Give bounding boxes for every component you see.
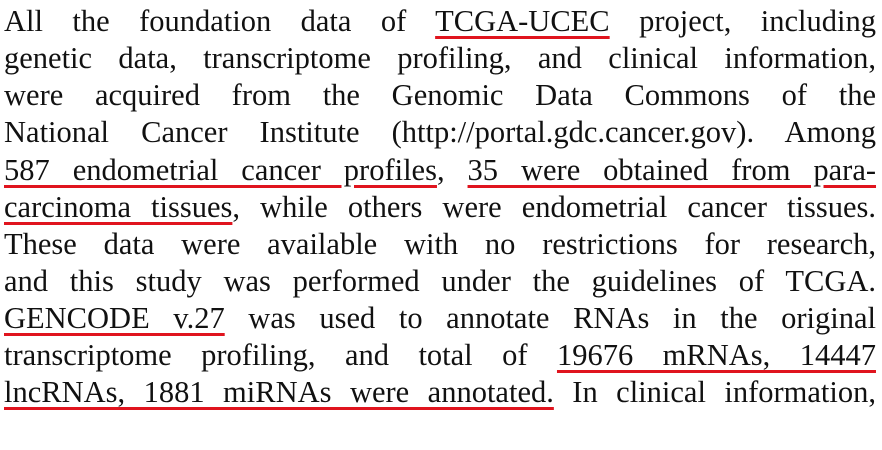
highlighted-phrase: TCGA-UCEC [435,4,610,38]
text-segment: project, including [609,4,877,38]
highlighted-phrase: carcinoma tissues [4,190,233,224]
text-line-8: and this study was performed under the g… [4,262,876,300]
highlighted-phrase: 19676 mRNAs, 14447 [556,338,876,372]
text-line-10: transcriptome profiling, and total of 19… [4,336,876,374]
text-segment: , [436,153,468,187]
text-line-9: GENCODE v.27 was used to annotate RNAs i… [4,299,876,337]
text-segment: These data were available with no restri… [4,227,876,261]
text-segment: All the foundation data of [4,4,436,38]
text-line-2: genetic data, transcriptome profiling, a… [4,39,876,77]
text-line-4: National Cancer Institute (http://portal… [4,113,876,151]
highlighted-phrase: GENCODE v.27 [4,301,225,335]
text-segment: were acquired from the Genomic Data Comm… [4,78,876,112]
text-segment: transcriptome profiling, and total of [4,338,557,372]
text-line-11: lncRNAs, 1881 miRNAs were annotated. In … [4,373,876,411]
highlighted-phrase: lncRNAs, 1881 miRNAs were annotated. [4,375,554,409]
highlighted-phrase: 587 endometrial cancer profiles [4,153,437,187]
highlighted-phrase: 35 were obtained from para- [467,153,877,187]
text-segment: was used to annotate RNAs in the origina… [224,301,876,335]
text-line-1: All the foundation data of TCGA-UCEC pro… [4,2,876,40]
text-line-5: 587 endometrial cancer profiles, 35 were… [4,151,876,189]
text-segment: genetic data, transcriptome profiling, a… [4,41,876,75]
text-segment: National Cancer Institute (http://portal… [4,115,876,149]
text-line-3: were acquired from the Genomic Data Comm… [4,76,876,114]
text-line-6: carcinoma tissues, while others were end… [4,188,876,226]
text-segment: , while others were endometrial cancer t… [232,190,876,224]
text-segment: In clinical information, [553,375,876,409]
text-segment: and this study was performed under the g… [4,264,876,298]
text-line-7: These data were available with no restri… [4,225,876,263]
